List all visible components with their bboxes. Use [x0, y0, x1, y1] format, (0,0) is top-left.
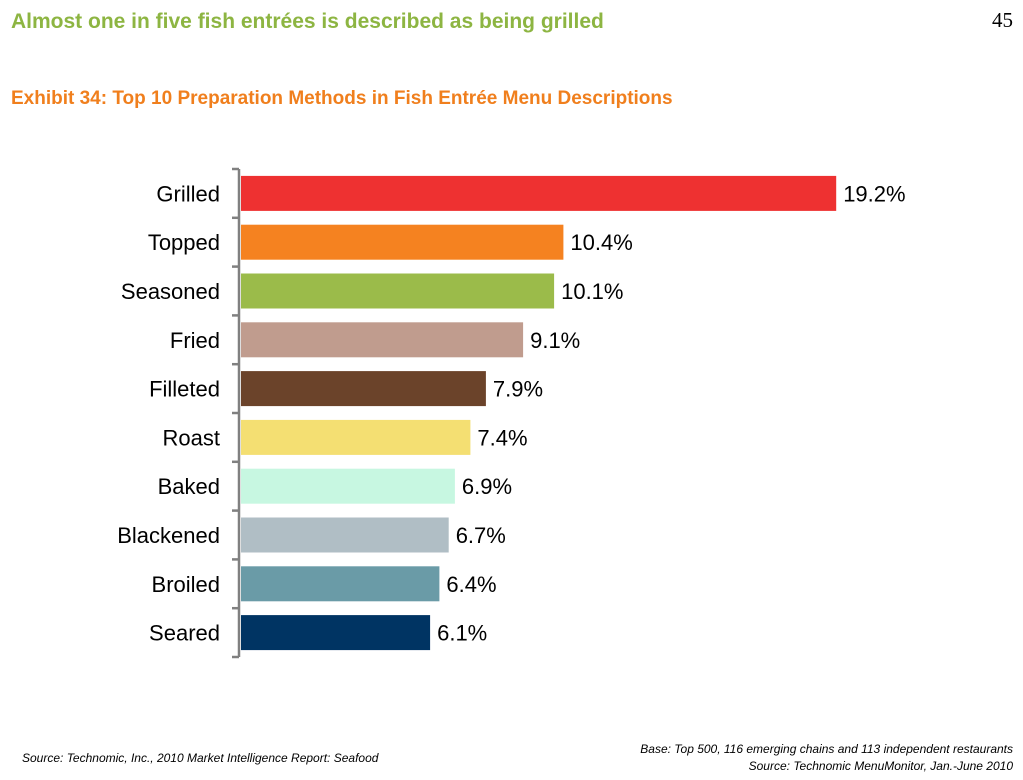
bar-baked	[241, 468, 455, 504]
value-label: 10.4%	[570, 230, 632, 255]
bar-seared	[241, 615, 431, 651]
value-label: 7.9%	[493, 377, 543, 402]
value-label: 9.1%	[530, 328, 580, 353]
bar-topped	[241, 224, 564, 260]
value-label: 19.2%	[843, 181, 905, 206]
category-label: Blackened	[117, 523, 220, 548]
value-label: 6.7%	[456, 523, 506, 548]
category-label: Filleted	[149, 377, 220, 402]
source-note-left: Source: Technomic, Inc., 2010 Market Int…	[22, 751, 379, 765]
bar-seasoned	[241, 273, 555, 309]
source-note-right: Base: Top 500, 116 emerging chains and 1…	[640, 741, 1013, 775]
page-number: 45	[992, 8, 1013, 32]
category-label: Baked	[158, 474, 220, 499]
bar-chart: Grilled 19.2% Topped 10.4% Seasoned 10.1% Frie…	[117, 167, 906, 659]
value-label: 6.9%	[462, 474, 512, 499]
value-label: 6.4%	[446, 572, 496, 597]
bar-grilled	[241, 175, 837, 211]
value-label: 10.1%	[561, 279, 623, 304]
category-label: Topped	[148, 230, 220, 255]
bar-roast	[241, 419, 471, 455]
bar-filleted	[241, 371, 486, 407]
value-label: 6.1%	[437, 621, 487, 646]
exhibit-title: Exhibit 34: Top 10 Preparation Methods i…	[11, 88, 673, 109]
category-label: Fried	[170, 328, 220, 353]
category-label: Roast	[163, 425, 220, 450]
bar-fried	[241, 322, 524, 358]
category-label: Seasoned	[121, 279, 220, 304]
category-label: Broiled	[152, 572, 220, 597]
source-note: Source: Technomic MenuMonitor, Jan.-June…	[748, 759, 1013, 773]
value-label: 7.4%	[477, 425, 527, 450]
base-note: Base: Top 500, 116 emerging chains and 1…	[640, 742, 1013, 756]
category-label: Grilled	[156, 181, 220, 206]
headline: Almost one in five fish entrées is descr…	[11, 10, 604, 33]
bar-blackened	[241, 517, 449, 553]
bar-broiled	[241, 566, 440, 602]
category-label: Seared	[149, 621, 220, 646]
